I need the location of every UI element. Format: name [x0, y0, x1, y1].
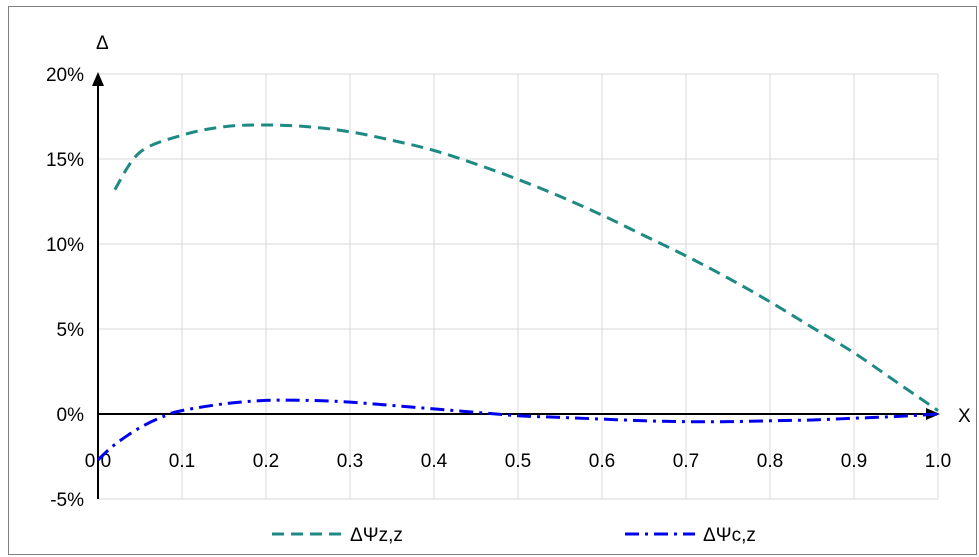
- legend: ΔΨz,z ΔΨc,z: [272, 525, 756, 546]
- x-tick-label: 0.2: [253, 451, 279, 472]
- x-tick-label: 1.0: [925, 451, 951, 472]
- legend-label-1: ΔΨz,z: [350, 525, 403, 546]
- x-tick-label: 0.8: [757, 451, 783, 472]
- legend-label-2: ΔΨc,z: [703, 525, 756, 546]
- y-tick-label: 0%: [57, 405, 85, 426]
- y-tick-label: 20%: [46, 65, 84, 86]
- y-tick-label: 15%: [46, 150, 84, 171]
- grid-lines: [97, 73, 939, 500]
- x-tick-label: 0.1: [169, 451, 195, 472]
- y-tick-label: 5%: [57, 320, 85, 341]
- x-tick-label: 0.3: [337, 451, 363, 472]
- y-tick-labels: -5% 0% 5% 10% 15% 20%: [46, 65, 84, 511]
- chart-frame: [8, 6, 977, 555]
- x-tick-label: 0.7: [673, 451, 699, 472]
- series-line-2: [96, 398, 939, 462]
- x-tick-label: 0.9: [841, 451, 867, 472]
- x-tick-label: 0.4: [421, 451, 448, 472]
- y-axis-title: Δ: [96, 33, 109, 54]
- x-tick-label: 0.6: [589, 451, 615, 472]
- x-tick-label: 0.5: [505, 451, 531, 472]
- y-tick-label: -5%: [50, 490, 84, 511]
- x-axis-title: X: [958, 406, 971, 427]
- y-tick-label: 10%: [46, 235, 84, 256]
- y-axis-arrow: [92, 72, 104, 86]
- series-line-1: [113, 123, 939, 412]
- series-lines: [96, 123, 939, 462]
- x-tick-labels: 0.0 0.1 0.2 0.3 0.4 0.5 0.6 0.7 0.8 0.9 1.0: [85, 451, 951, 472]
- axes: [92, 72, 940, 499]
